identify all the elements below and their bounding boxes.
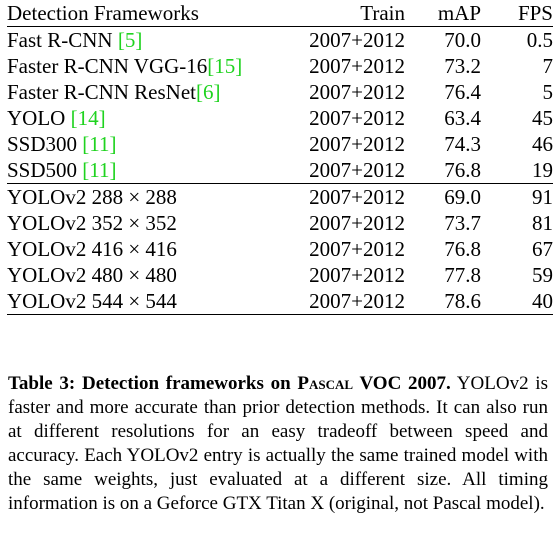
table-caption: Table 3: Detection frameworks on Pascal … bbox=[8, 372, 548, 516]
map-cell: 77.8 bbox=[444, 263, 481, 287]
train-cell: 2007+2012 bbox=[309, 54, 405, 78]
citation-link[interactable]: [6] bbox=[195, 80, 221, 104]
framework-name: YOLOv2 544 × 544 bbox=[7, 289, 177, 313]
framework-name-cell: Faster R-CNN VGG-16[15] bbox=[7, 53, 284, 79]
map-cell: 76.8 bbox=[444, 237, 481, 261]
map-cell: 76.8 bbox=[444, 158, 481, 182]
train-cell: 2007+2012 bbox=[309, 263, 405, 287]
framework-name-cell: SSD500 [11] bbox=[7, 157, 284, 184]
fps-cell: 45 bbox=[532, 106, 553, 130]
table-header-row: Detection Frameworks Train mAP FPS bbox=[7, 0, 553, 27]
header-map: mAP bbox=[437, 1, 481, 25]
fps-cell: 81 bbox=[532, 211, 553, 235]
citation-link[interactable]: [14] bbox=[70, 106, 106, 130]
table-row: YOLO [14] 2007+2012 63.4 45 bbox=[7, 105, 553, 131]
caption-title-a: Detection frameworks on bbox=[75, 373, 298, 394]
map-cell: 63.4 bbox=[444, 106, 481, 130]
fps-cell: 67 bbox=[532, 237, 553, 261]
train-cell: 2007+2012 bbox=[309, 237, 405, 261]
table-row: Faster R-CNN VGG-16[15] 2007+2012 73.2 7 bbox=[7, 53, 553, 79]
fps-cell: 19 bbox=[532, 158, 553, 182]
best-map-cell: 78.6 bbox=[444, 289, 481, 313]
header-frameworks: Detection Frameworks bbox=[7, 1, 199, 25]
fps-cell: 91 bbox=[532, 185, 553, 209]
framework-name-cell: SSD300 [11] bbox=[7, 131, 284, 157]
framework-name: SSD500 bbox=[7, 158, 83, 182]
framework-name-cell: YOLO [14] bbox=[7, 105, 284, 131]
framework-name: SSD300 bbox=[7, 132, 83, 156]
table-row: Fast R-CNN [5] 2007+2012 70.0 0.5 bbox=[7, 27, 553, 54]
fps-cell: 40 bbox=[532, 289, 553, 313]
framework-name: YOLOv2 288 × 288 bbox=[7, 185, 177, 209]
framework-name: Fast R-CNN bbox=[7, 28, 118, 52]
map-cell: 76.4 bbox=[444, 80, 481, 104]
fps-cell: 59 bbox=[532, 263, 553, 287]
map-cell: 69.0 bbox=[444, 185, 481, 209]
train-cell: 2007+2012 bbox=[309, 211, 405, 235]
train-cell: 2007+2012 bbox=[309, 158, 405, 182]
table-row: YOLOv2 288 × 288 2007+2012 69.0 91 bbox=[7, 183, 553, 211]
table-row: YOLOv2 480 × 480 2007+2012 77.8 59 bbox=[7, 262, 553, 288]
framework-name-cell: Fast R-CNN [5] bbox=[7, 27, 284, 54]
caption-label: Table 3: bbox=[8, 373, 76, 394]
framework-name: Faster R-CNN VGG-16 bbox=[7, 54, 208, 78]
caption-body: YOLOv2 is faster and more accurate than … bbox=[8, 373, 548, 514]
framework-name: YOLOv2 416 × 416 bbox=[7, 237, 177, 261]
table-row: YOLOv2 544 × 544 2007+2012 78.6 40 bbox=[7, 288, 553, 315]
train-cell: 2007+2012 bbox=[309, 28, 405, 52]
fps-cell: 7 bbox=[542, 54, 554, 78]
header-fps: FPS bbox=[517, 1, 553, 25]
table-row: YOLOv2 352 × 352 2007+2012 73.7 81 bbox=[7, 210, 553, 236]
header-train: Train bbox=[360, 1, 405, 25]
fps-cell: 46 bbox=[532, 132, 553, 156]
framework-name-cell: Faster R-CNN ResNet[6] bbox=[7, 79, 284, 105]
citation-link[interactable]: [15] bbox=[207, 54, 243, 78]
framework-name: Faster R-CNN ResNet bbox=[7, 80, 196, 104]
results-table: Detection Frameworks Train mAP FPS Fast … bbox=[7, 0, 553, 315]
table-row: YOLOv2 416 × 416 2007+2012 76.8 67 bbox=[7, 236, 553, 262]
fps-cell: 0.5 bbox=[526, 28, 553, 52]
table-row: SSD300 [11] 2007+2012 74.3 46 bbox=[7, 131, 553, 157]
citation-link[interactable]: [5] bbox=[117, 28, 143, 52]
caption-title-b: VOC 2007. bbox=[353, 373, 451, 394]
framework-name: YOLO bbox=[7, 106, 71, 130]
fps-cell: 5 bbox=[542, 80, 554, 104]
table-row: Faster R-CNN ResNet[6] 2007+2012 76.4 5 bbox=[7, 79, 553, 105]
caption-title-pascal: Pascal bbox=[297, 373, 354, 394]
map-cell: 70.0 bbox=[444, 28, 481, 52]
map-cell: 74.3 bbox=[444, 132, 481, 156]
map-cell: 73.7 bbox=[444, 211, 481, 235]
train-cell: 2007+2012 bbox=[309, 289, 405, 313]
framework-name: YOLOv2 480 × 480 bbox=[7, 263, 177, 287]
train-cell: 2007+2012 bbox=[309, 80, 405, 104]
citation-link[interactable]: [11] bbox=[82, 132, 117, 156]
table-row: SSD500 [11] 2007+2012 76.8 19 bbox=[7, 157, 553, 184]
train-cell: 2007+2012 bbox=[309, 185, 405, 209]
train-cell: 2007+2012 bbox=[309, 106, 405, 130]
map-cell: 73.2 bbox=[444, 54, 481, 78]
citation-link[interactable]: [11] bbox=[82, 158, 117, 182]
framework-name: YOLOv2 352 × 352 bbox=[7, 211, 177, 235]
train-cell: 2007+2012 bbox=[309, 132, 405, 156]
